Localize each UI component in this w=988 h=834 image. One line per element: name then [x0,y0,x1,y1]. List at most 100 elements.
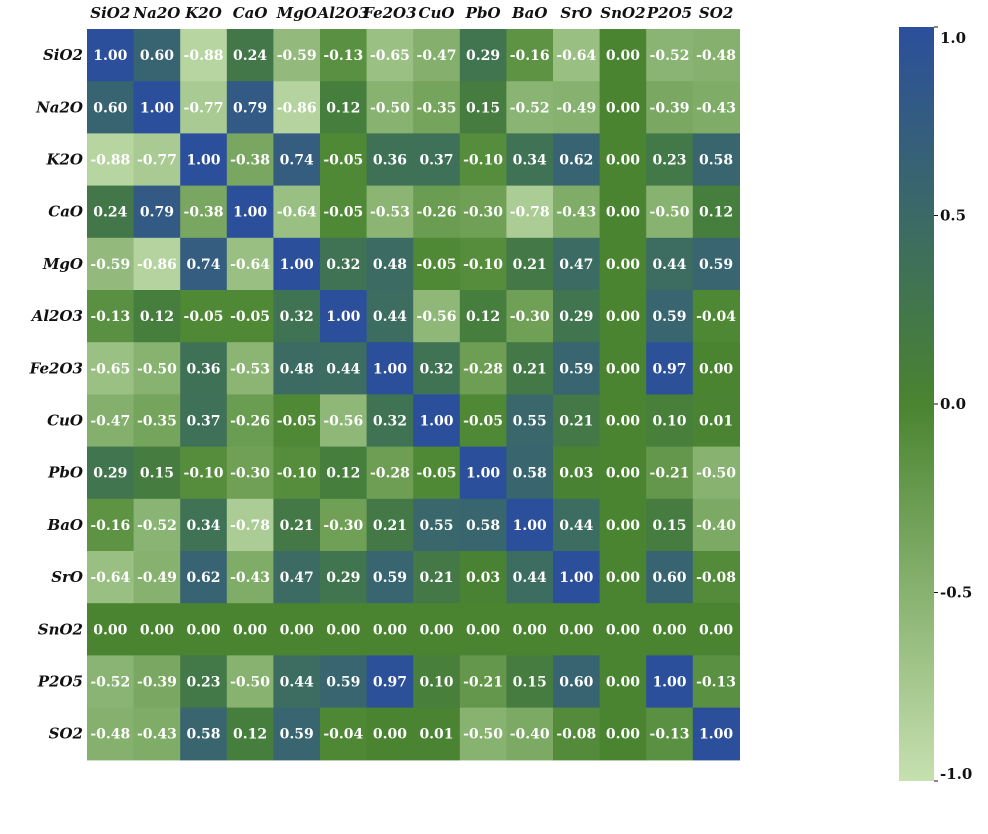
cell-k2o-na2o [133,133,181,187]
cell-al2o3-pbo [459,290,507,343]
cell-value-na2o-k2o: -0.77 [184,100,224,116]
cell-bao-p2o5 [646,498,694,552]
cell-value-mgo-fe2o3: 0.48 [373,257,407,273]
cell-mgo-pbo [459,237,507,291]
cell-p2o5-pbo [459,655,507,709]
cell-bao-pbo [459,498,507,552]
cell-value-mgo-na2o: -0.86 [137,257,177,273]
row-label-k2o: K2O [45,151,83,169]
cell-value-sro-mgo: 0.47 [280,570,314,586]
cell-value-cuo-so2: 0.01 [699,414,733,430]
cell-value-sio2-bao: -0.16 [510,48,550,64]
cell-value-pbo-sno2: 0.00 [606,466,640,482]
cell-na2o-cao [226,81,274,134]
cell-k2o-cuo [413,133,461,187]
cell-cao-sio2 [87,185,135,239]
cell-sno2-k2o [180,603,228,656]
cell-value-na2o-fe2o3: -0.50 [370,100,410,116]
cell-pbo-so2 [692,446,740,500]
cell-value-so2-bao: -0.40 [510,727,550,743]
cell-na2o-k2o [180,81,228,134]
cell-k2o-bao [506,133,554,187]
cell-value-sro-sro: 1.00 [559,570,593,586]
cell-value-al2o3-fe2o3: 0.44 [373,309,407,325]
cell-value-fe2o3-cao: -0.53 [230,361,270,377]
cell-value-na2o-p2o5: -0.39 [650,100,690,116]
cell-na2o-sio2 [87,81,135,134]
cell-value-p2o5-p2o5: 1.00 [652,675,686,691]
col-label-sro: SrO [560,4,592,22]
cell-value-mgo-p2o5: 0.44 [652,257,686,273]
cell-so2-cao [226,707,274,761]
cell-value-sro-cuo: 0.21 [419,570,453,586]
cell-sro-cuo [413,551,461,604]
cell-value-so2-pbo: -0.50 [463,727,503,743]
cell-k2o-fe2o3 [366,133,414,187]
cell-value-sno2-so2: 0.00 [699,622,733,638]
cell-value-sio2-sio2: 1.00 [93,48,127,64]
cell-value-sro-p2o5: 0.60 [652,570,686,586]
cell-sro-so2 [692,551,740,604]
cell-value-k2o-cao: -0.38 [230,153,270,169]
cell-sio2-cao [226,29,274,82]
cell-cuo-cuo [413,394,461,448]
row-label-so2: SO2 [49,725,83,743]
cell-k2o-sro [553,133,601,187]
cell-value-p2o5-al2o3: 0.59 [326,675,360,691]
cell-value-sno2-sno2: 0.00 [606,622,640,638]
cell-value-bao-al2o3: -0.30 [323,518,363,534]
cell-value-cao-so2: 0.12 [699,205,733,221]
cell-k2o-pbo [459,133,507,187]
cell-value-sio2-pbo: 0.29 [466,48,500,64]
cell-value-cao-na2o: 0.79 [140,205,174,221]
cell-value-so2-sio2: -0.48 [90,727,130,743]
cell-sro-k2o [180,551,228,604]
cell-value-na2o-sno2: 0.00 [606,100,640,116]
cell-value-al2o3-mgo: 0.32 [280,309,314,325]
cell-value-mgo-cao: -0.64 [230,257,270,273]
cell-value-bao-p2o5: 0.15 [652,518,686,534]
row-labels: SiO2 Na2O K2O CaO MgO Al2O3 Fe2O3 CuO PbO BaO SrO S… [29,46,83,743]
cell-al2o3-mgo [273,290,321,343]
cell-value-cuo-pbo: -0.05 [463,414,503,430]
cell-al2o3-so2 [692,290,740,343]
cell-value-k2o-cuo: 0.37 [419,153,453,169]
cell-value-sro-na2o: -0.49 [137,570,177,586]
col-label-na2o: Na2O [132,4,180,22]
cell-al2o3-fe2o3 [366,290,414,343]
cell-value-bao-mgo: 0.21 [280,518,314,534]
cell-value-al2o3-p2o5: 0.59 [652,309,686,325]
cell-value-al2o3-cao: -0.05 [230,309,270,325]
cell-mgo-mgo [273,237,321,291]
cell-value-sno2-bao: 0.00 [513,622,547,638]
cell-sro-sro [553,551,601,604]
row-label-cuo: CuO [47,412,83,430]
cell-value-cao-sro: -0.43 [556,205,596,221]
cell-value-mgo-bao: 0.21 [513,257,547,273]
colorbar-gradient [899,27,934,781]
cell-so2-bao [506,707,554,761]
cell-sro-cao [226,551,274,604]
cell-value-k2o-al2o3: -0.05 [323,153,363,169]
cell-bao-na2o [133,498,181,552]
cell-value-bao-cao: -0.78 [230,518,270,534]
cell-value-pbo-sio2: 0.29 [93,466,127,482]
cell-value-na2o-bao: -0.52 [510,100,550,116]
cell-sio2-mgo [273,29,321,82]
cell-fe2o3-fe2o3 [366,342,414,395]
cell-al2o3-al2o3 [320,290,368,343]
cell-value-p2o5-na2o: -0.39 [137,675,177,691]
cell-value-cao-p2o5: -0.50 [650,205,690,221]
cell-al2o3-bao [506,290,554,343]
cell-value-sno2-p2o5: 0.00 [652,622,686,638]
cell-value-al2o3-k2o: -0.05 [184,309,224,325]
cell-k2o-mgo [273,133,321,187]
cell-p2o5-mgo [273,655,321,709]
cell-value-sro-al2o3: 0.29 [326,570,360,586]
cell-value-sio2-sro: -0.64 [556,48,596,64]
cell-value-k2o-p2o5: 0.23 [652,153,686,169]
cell-cao-cuo [413,185,461,239]
cell-value-cao-sio2: 0.24 [93,205,127,221]
cell-value-mgo-mgo: 1.00 [280,257,314,273]
cell-cao-cao [226,185,274,239]
